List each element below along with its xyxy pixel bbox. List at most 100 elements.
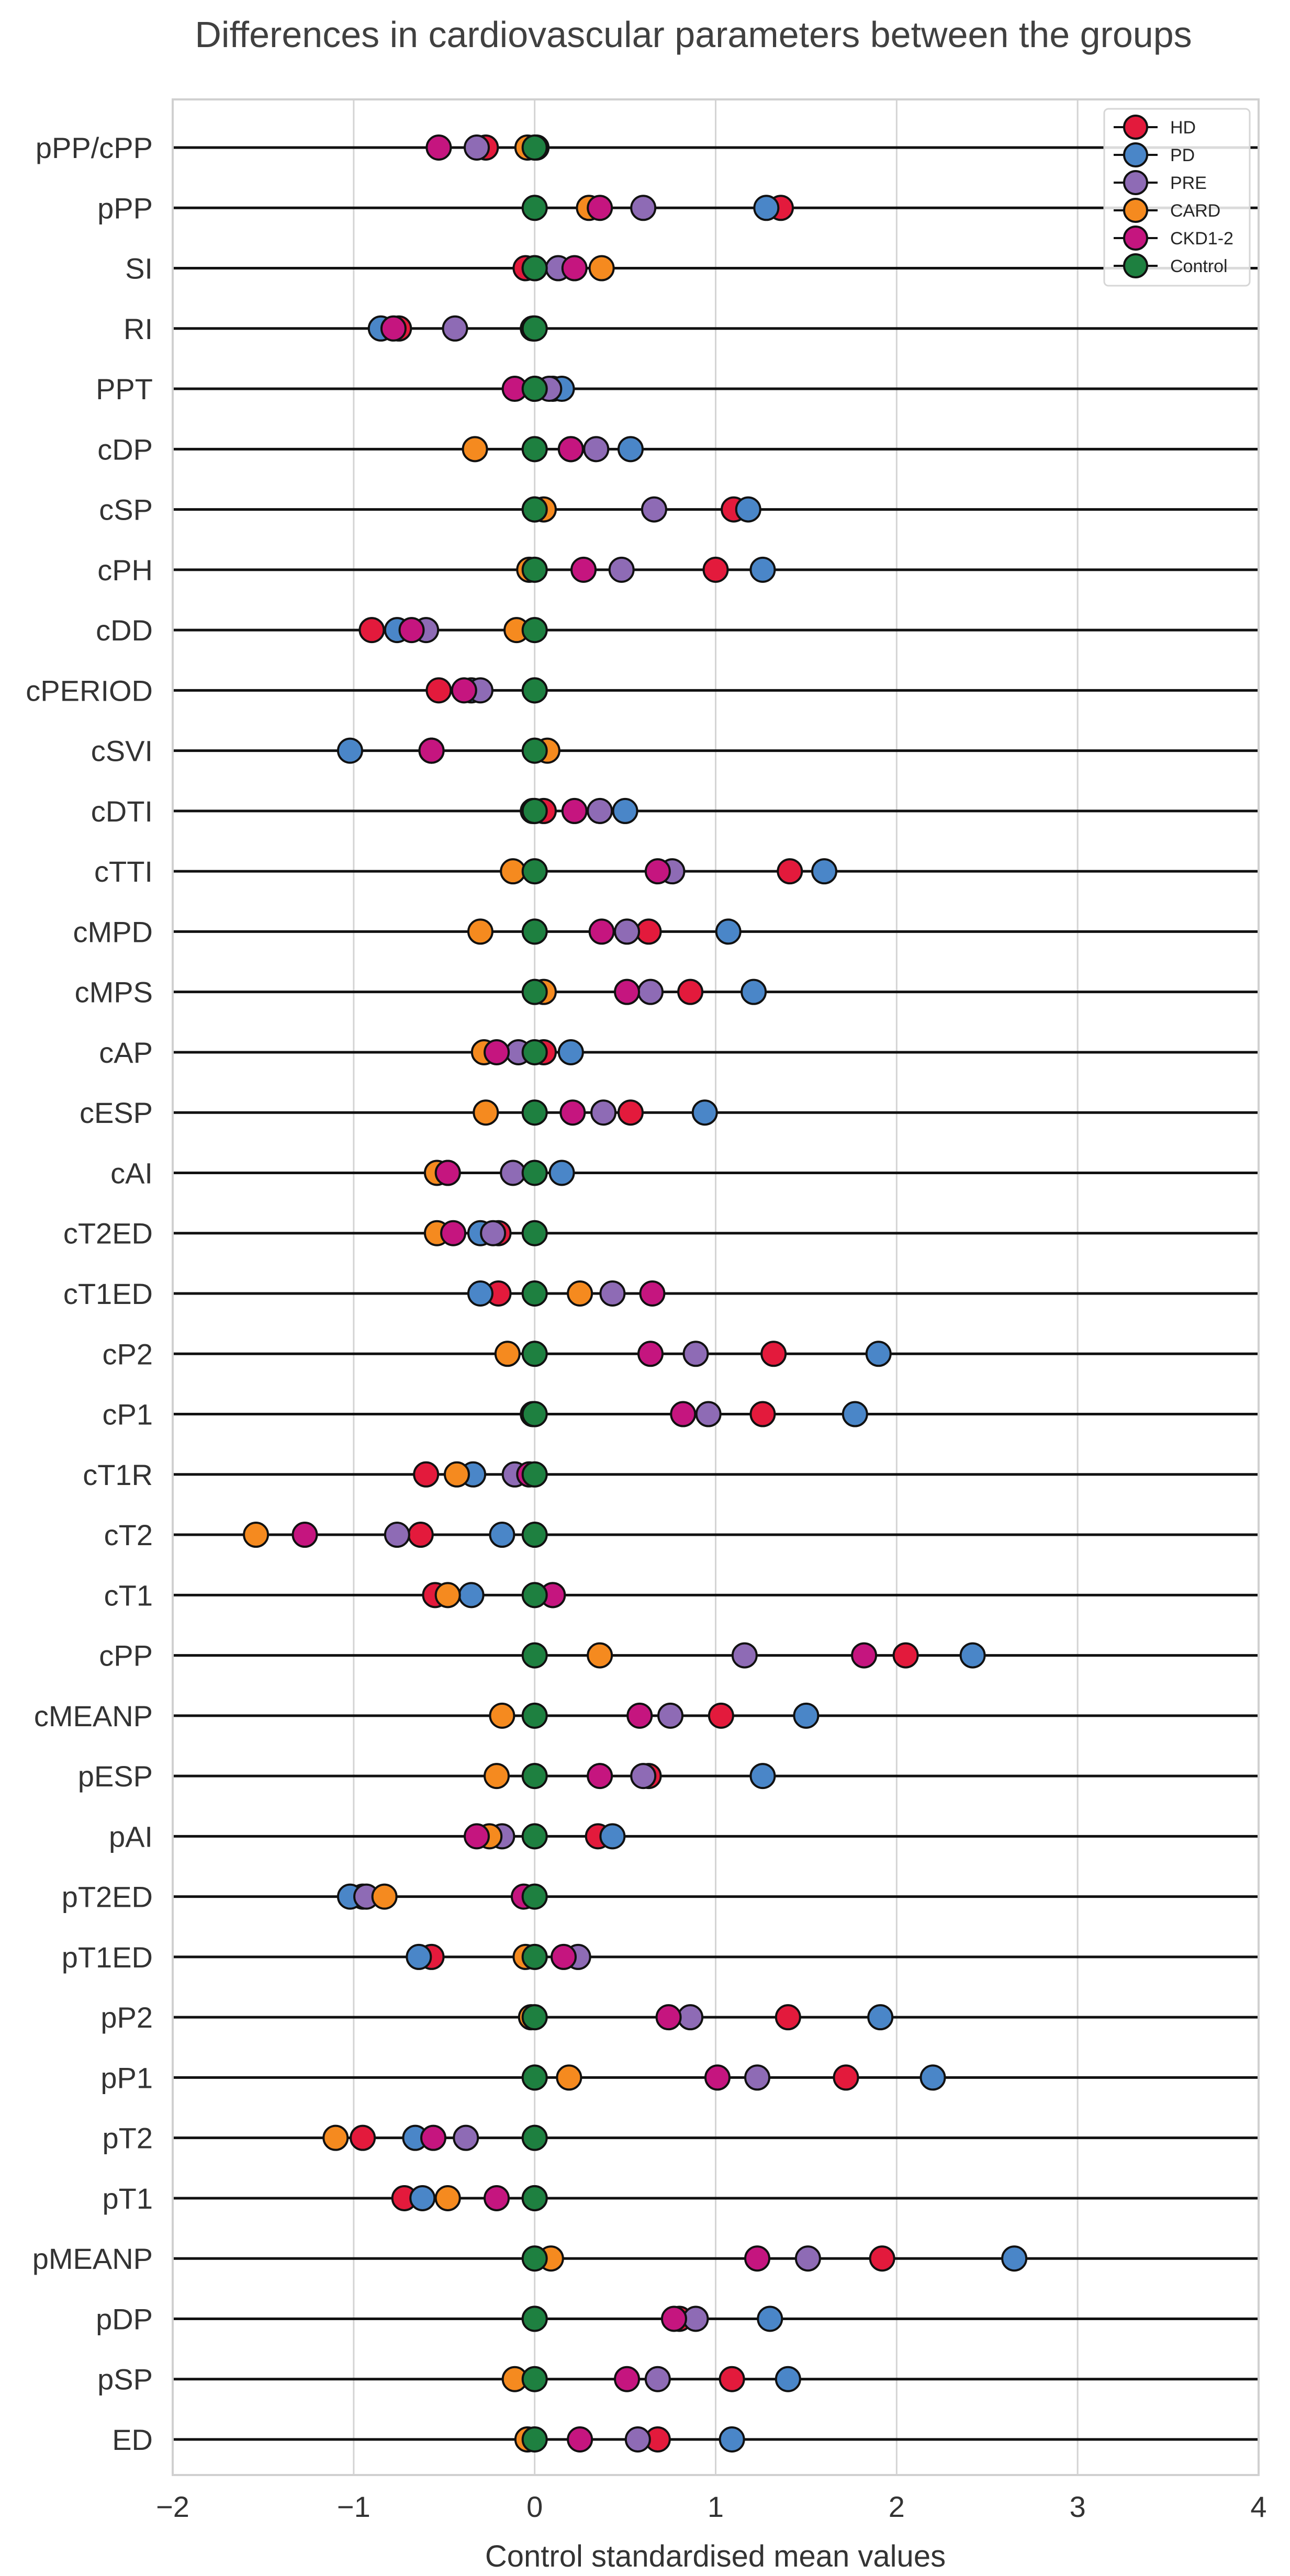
x-tick-label: 3 — [1070, 2490, 1086, 2523]
y-tick-label: pT2 — [103, 2122, 153, 2155]
point-pd-pai — [599, 1823, 626, 1850]
point-pd-pdp — [757, 2305, 783, 2332]
point-pre-pp1 — [744, 2064, 771, 2091]
point-ckd1-2-cpp — [851, 1642, 878, 1669]
point-ckd1-2-cmeanp — [626, 1702, 653, 1729]
y-tick-label: pP1 — [100, 2061, 153, 2094]
point-control-ctti — [521, 858, 548, 885]
point-hd-cmpd — [635, 918, 662, 945]
point-card-ct1 — [434, 1582, 461, 1608]
x-tick-label: 4 — [1250, 2490, 1266, 2523]
x-tick-label: 2 — [889, 2490, 905, 2523]
point-ckd1-2-pesp — [587, 1763, 613, 1790]
legend-marker — [1123, 253, 1148, 278]
point-pd-cdti — [612, 797, 638, 824]
y-tick-label: ED — [112, 2423, 153, 2456]
point-card-cpp — [587, 1642, 613, 1669]
point-pre-pdp — [682, 2305, 709, 2332]
point-pd-cai — [548, 1160, 575, 1186]
point-control-ed — [521, 2426, 548, 2453]
point-control-ct2 — [521, 1522, 548, 1548]
point-pd-pp2 — [867, 2004, 894, 2031]
point-control-cesp — [521, 1099, 548, 1126]
point-control-cp1 — [521, 1401, 548, 1427]
point-ckd1-2-cperiod — [451, 677, 477, 704]
point-pre-cp1 — [695, 1401, 722, 1427]
point-pd-pmeanp — [1001, 2245, 1028, 2272]
point-ckd1-2-pp2 — [655, 2004, 682, 2031]
point-hd-psp — [719, 2366, 745, 2392]
legend-label: PD — [1170, 145, 1195, 165]
point-card-cesp — [473, 1099, 499, 1126]
point-ckd1-2-cmps — [614, 978, 641, 1005]
point-pre-pmeanp — [794, 2245, 821, 2272]
x-tick-label: −1 — [337, 2490, 371, 2523]
point-control-cmeanp — [521, 1702, 548, 1729]
point-ckd1-2-pt2 — [420, 2124, 446, 2151]
point-pd-pp1 — [919, 2064, 946, 2091]
point-control-cperiod — [521, 677, 548, 704]
point-hd-cmeanp — [708, 1702, 734, 1729]
point-ckd1-2-cp2 — [637, 1341, 664, 1367]
point-pd-ct1ed — [467, 1280, 493, 1307]
point-control-cai — [521, 1160, 548, 1186]
point-card-pesp — [484, 1763, 510, 1790]
point-pd-cap — [557, 1039, 584, 1065]
point-ckd1-2-cdti — [561, 797, 588, 824]
point-pre-ct1ed — [599, 1280, 626, 1307]
point-pre-pesp — [630, 1763, 657, 1790]
point-control-ppp-cpp — [521, 134, 548, 161]
point-pd-cph — [749, 556, 776, 583]
point-control-pt1ed — [521, 1943, 548, 1970]
point-pd-pt1ed — [406, 1943, 432, 1970]
y-tick-label: pT1 — [103, 2182, 153, 2215]
point-pd-pt1 — [409, 2185, 436, 2211]
point-card-cmpd — [467, 918, 493, 945]
point-ckd1-2-ri — [380, 315, 407, 342]
point-ckd1-2-pt1 — [484, 2185, 510, 2211]
point-ckd1-2-cmpd — [588, 918, 615, 945]
y-tick-label: cMEANP — [34, 1700, 153, 1733]
y-tick-label: pP2 — [100, 2001, 153, 2034]
point-pd-csvi — [336, 737, 363, 764]
point-ckd1-2-csvi — [418, 737, 445, 764]
point-pre-cesp — [590, 1099, 617, 1126]
y-tick-label: pESP — [78, 1760, 153, 1793]
x-tick-label: 0 — [526, 2490, 543, 2523]
point-pd-psp — [775, 2366, 801, 2392]
point-hd-cph — [702, 556, 729, 583]
legend-marker — [1123, 198, 1148, 223]
point-pre-ri — [442, 315, 468, 342]
point-pd-cdp — [617, 436, 644, 463]
point-hd-cperiod — [425, 677, 452, 704]
legend-label: HD — [1170, 118, 1196, 138]
point-ckd1-2-pmeanp — [744, 2245, 771, 2272]
point-pd-ctti — [811, 858, 837, 885]
y-tick-label: cT1R — [83, 1458, 153, 1491]
point-ckd1-2-cph — [570, 556, 597, 583]
y-tick-label: cP2 — [103, 1337, 153, 1370]
point-pd-ed — [719, 2426, 745, 2453]
point-pd-ppp — [753, 195, 780, 221]
y-tick-label: cDD — [96, 614, 153, 647]
point-ckd1-2-ct2ed — [440, 1220, 467, 1246]
point-card-pt2ed — [371, 1883, 398, 1910]
point-control-pdp — [521, 2305, 548, 2332]
point-ckd1-2-pdp — [660, 2305, 687, 2332]
y-tick-label: cDTI — [91, 795, 153, 828]
point-pre-csp — [641, 496, 667, 523]
point-control-cph — [521, 556, 548, 583]
legend-label: PRE — [1170, 173, 1207, 193]
point-control-ct1r — [521, 1461, 548, 1488]
point-control-cdp — [521, 436, 548, 463]
point-ckd1-2-ed — [567, 2426, 593, 2453]
point-ckd1-2-psp — [614, 2366, 641, 2392]
y-axis-labels: pPP/cPP pPP SI RI PPT cDP cSP cPH cDD cPERIOD cSVI… — [26, 131, 153, 2456]
point-card-cp2 — [494, 1341, 521, 1367]
point-pre-cdp — [583, 436, 610, 463]
y-tick-label: SI — [125, 252, 153, 285]
point-control-cmps — [521, 978, 548, 1005]
y-tick-label: cSP — [99, 493, 153, 526]
point-hd-cp2 — [760, 1341, 787, 1367]
